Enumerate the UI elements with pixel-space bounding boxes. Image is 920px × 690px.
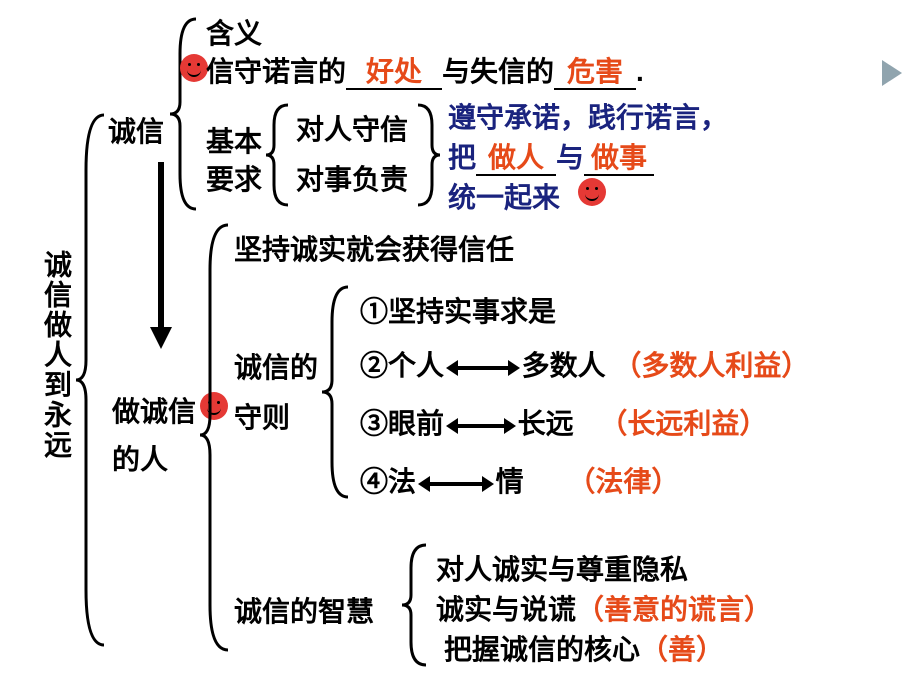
w2-paren: （善意的谎言）: [576, 594, 772, 625]
b2-wisdom-label: 诚信的智慧: [234, 590, 374, 630]
r4-left: ④法: [360, 466, 416, 497]
b2-rule2: ②个人 多数人 （多数人利益）: [360, 344, 809, 384]
double-arrow-icon: [456, 366, 510, 370]
b2-rule3: ③眼前 长远 （长远利益）: [360, 402, 767, 442]
b1-r2-mid: 与: [556, 142, 584, 173]
b1-item1: 含义: [206, 12, 262, 52]
b2-rules-label2: 守则: [234, 396, 290, 436]
smiley-icon: [180, 54, 208, 82]
branch1-label: 诚信: [108, 110, 164, 150]
branch1-brace: [168, 14, 204, 214]
b1-item2-prefix: 信守诺言的: [206, 56, 346, 87]
r3-paren: （长远利益）: [599, 408, 767, 439]
b1-item2-mid: 与失信的: [442, 56, 554, 87]
b1-item3-right-l2: 把做人与做事: [448, 136, 654, 176]
branch2-label1: 做诚信: [112, 390, 196, 430]
b1-item3-brace-left: [264, 100, 294, 210]
r2-left: ②个人: [360, 350, 444, 381]
r3-left: ③眼前: [360, 408, 444, 439]
double-arrow-icon-3: [428, 482, 484, 486]
b1-item3-right-l1: 遵守承诺，践行诺言，: [448, 96, 728, 136]
b2-item1: 坚持诚实就会获得信任: [234, 228, 514, 268]
b1-r2-blank1: 做人: [488, 142, 544, 173]
double-arrow-icon-2: [456, 424, 506, 428]
b1-item3-sub2: 对事负责: [296, 158, 408, 198]
b2-rule1: ①坚持实事求是: [360, 290, 556, 330]
w3-text: 把握诚信的核心: [444, 634, 640, 665]
nav-next-icon[interactable]: [882, 60, 902, 86]
r4-right: 情: [496, 466, 524, 497]
r3-right: 长远: [518, 408, 574, 439]
b2-wisdom-brace: [400, 540, 434, 670]
b1-item2: 信守诺言的好处与失信的危害.: [206, 50, 644, 90]
w2-text: 诚实与说谎: [436, 594, 576, 625]
root-label: 诚信做人到永远: [36, 250, 76, 460]
b1-item3-label2: 要求: [206, 158, 262, 198]
b2-rule4: ④法 情 （法律）: [360, 460, 679, 500]
r2-right: 多数人: [522, 350, 606, 381]
b2-rules-brace: [320, 282, 356, 502]
b1-item2-blank1: 好处: [366, 56, 422, 87]
b2-wisdom3: 把握诚信的核心（善）: [444, 628, 724, 668]
b1-item3-sub1: 对人守信: [296, 108, 408, 148]
b1-item3-label1: 基本: [206, 120, 262, 160]
b1-r2-prefix: 把: [448, 142, 476, 173]
b1-item3-right-l3: 统一起来: [448, 176, 560, 216]
smiley-icon-2: [578, 178, 606, 206]
r4-paren: （法律）: [567, 466, 679, 497]
branch2-brace: [198, 220, 238, 655]
b1-item2-blank2: 危害: [567, 56, 623, 87]
w3-paren: （善）: [640, 634, 724, 665]
b2-rules-label1: 诚信的: [234, 346, 318, 386]
b2-wisdom2: 诚实与说谎（善意的谎言）: [436, 588, 772, 628]
b1-r2-blank2: 做事: [591, 142, 647, 173]
b2-wisdom1: 对人诚实与尊重隐私: [436, 548, 688, 588]
b1-item2-suffix: .: [636, 56, 644, 87]
arrow-down-icon: [154, 162, 168, 352]
root-brace: [74, 110, 114, 650]
branch2-label2: 的人: [112, 438, 168, 478]
r2-paren: （多数人利益）: [613, 350, 809, 381]
b1-item3-brace-right: [414, 100, 444, 210]
